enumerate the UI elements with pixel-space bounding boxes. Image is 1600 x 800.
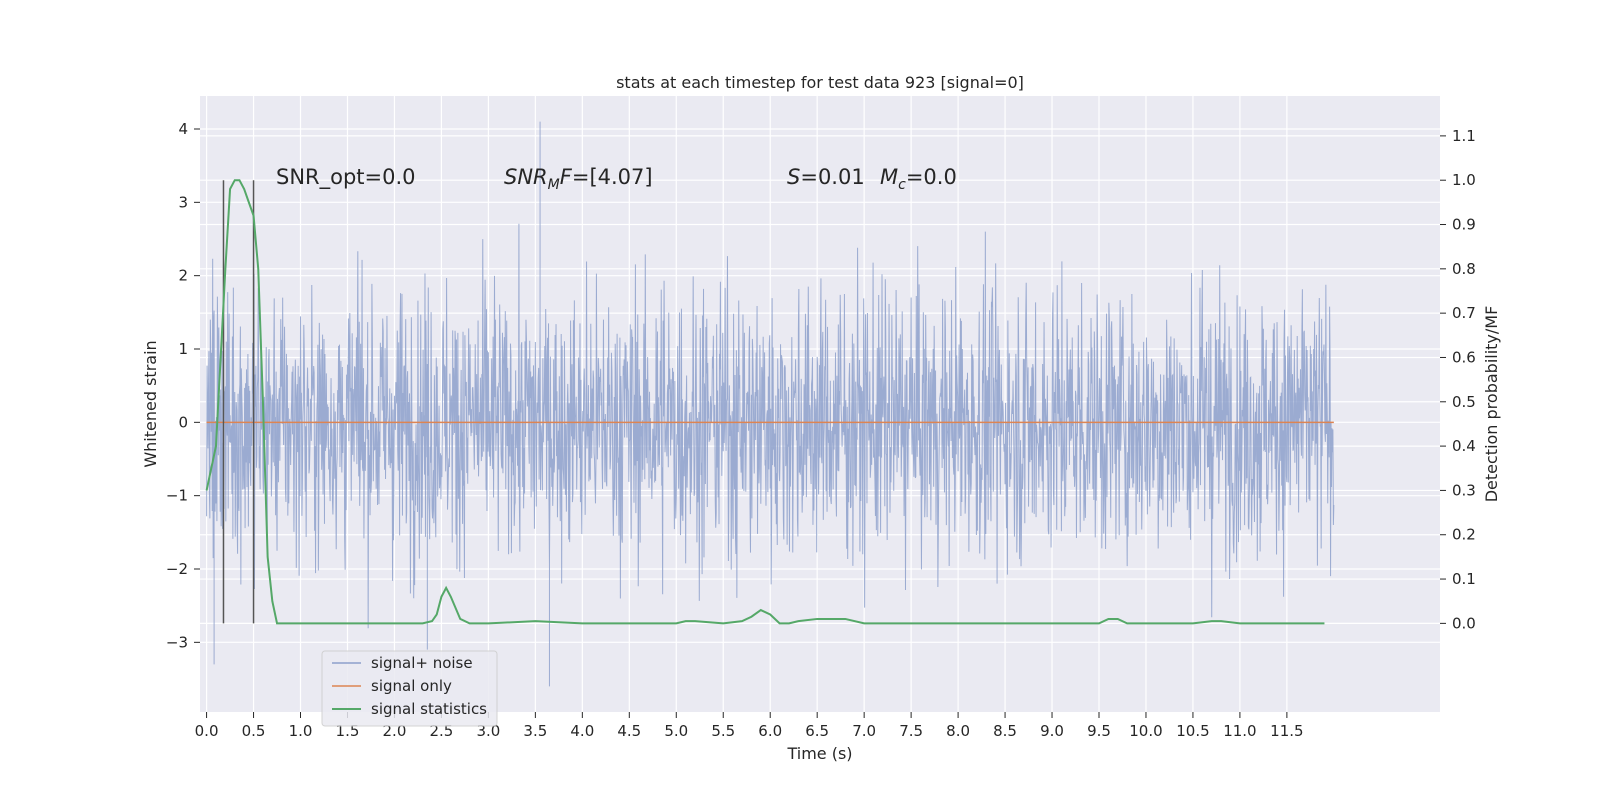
x-tick-label: 7.0: [852, 722, 876, 740]
annotation-snr-opt: SNR_opt=0.0: [276, 165, 416, 190]
right-y-tick-label: 0.1: [1452, 570, 1476, 588]
left-y-tick-label: −2: [166, 560, 188, 578]
legend-label-signal-plus-noise: signal+ noise: [371, 654, 473, 672]
left-y-tick-label: −3: [166, 633, 188, 651]
left-y-ticks: −3 −2 −1 0 1 2 3 4: [166, 120, 200, 651]
x-tick-label: 10.5: [1176, 722, 1209, 740]
x-tick-label: 10.0: [1129, 722, 1162, 740]
annotation-s: S=0.01: [787, 165, 865, 189]
legend-label-signal-only: signal only: [371, 677, 452, 695]
left-y-tick-label: 4: [178, 120, 188, 138]
x-tick-label: 5.5: [711, 722, 735, 740]
annotation-snr-mf: SNRMF=[4.07]: [504, 165, 653, 193]
right-y-tick-label: 0.0: [1452, 614, 1476, 632]
x-tick-label: 9.5: [1087, 722, 1111, 740]
x-tick-label: 6.5: [805, 722, 829, 740]
left-y-tick-label: 1: [178, 340, 188, 358]
x-tick-label: 7.5: [899, 722, 923, 740]
x-tick-label: 11.5: [1270, 722, 1303, 740]
left-y-tick-label: 0: [178, 413, 188, 431]
left-y-tick-label: 3: [178, 193, 188, 211]
annotation-mc: Mc=0.0: [880, 165, 957, 193]
annotation-mc-value: =0.0: [906, 165, 957, 189]
legend-box: [321, 650, 498, 727]
x-tick-label: 4.0: [570, 722, 594, 740]
x-tick-label: 1.0: [289, 722, 313, 740]
x-tick-label: 8.0: [946, 722, 970, 740]
x-tick-label: 4.5: [617, 722, 641, 740]
x-tick-label: 0.5: [242, 722, 266, 740]
right-y-tick-label: 1.1: [1452, 127, 1476, 145]
legend-label-signal-statistics: signal statistics: [371, 700, 487, 718]
left-y-tick-label: −1: [166, 487, 188, 505]
legend: signal+ noise signal only signal statist…: [321, 650, 498, 727]
x-tick-label: 5.0: [664, 722, 688, 740]
vertical-markers: [222, 180, 255, 624]
right-y-axis-label: Detection probability/MF: [1482, 306, 1501, 503]
chart-title: stats at each timestep for test data 923…: [616, 73, 1024, 92]
x-tick-label: 11.0: [1223, 722, 1256, 740]
right-y-tick-label: 0.4: [1452, 437, 1476, 455]
right-y-tick-label: 0.5: [1452, 393, 1476, 411]
annotation-snr-mf-value: [4.07]: [589, 165, 652, 189]
right-y-tick-label: 0.7: [1452, 304, 1476, 322]
right-y-tick-label: 0.9: [1452, 216, 1476, 234]
x-tick-label: 0.0: [195, 722, 219, 740]
series-signal-statistics: [205, 179, 1325, 625]
x-tick-label: 3.5: [523, 722, 547, 740]
left-y-tick-label: 2: [178, 267, 188, 285]
right-y-tick-label: 0.6: [1452, 348, 1476, 366]
left-y-axis-label: Whitened strain: [141, 340, 160, 467]
right-y-tick-label: 0.8: [1452, 260, 1476, 278]
x-tick-label: 9.0: [1040, 722, 1064, 740]
right-y-tick-label: 1.0: [1452, 171, 1476, 189]
right-y-tick-label: 0.2: [1452, 526, 1476, 544]
right-y-ticks: 0.0 0.1 0.2 0.3 0.4 0.5 0.6 0.7 0.8 0.9 1.0 1.1: [1440, 127, 1476, 632]
x-tick-label: 8.5: [993, 722, 1017, 740]
x-axis-label: Time (s): [786, 744, 852, 763]
right-y-tick-label: 0.3: [1452, 481, 1476, 499]
x-tick-label: 6.0: [758, 722, 782, 740]
series-signal-plus-noise: [206, 121, 1335, 687]
annotation-s-value: =0.01: [800, 165, 864, 189]
